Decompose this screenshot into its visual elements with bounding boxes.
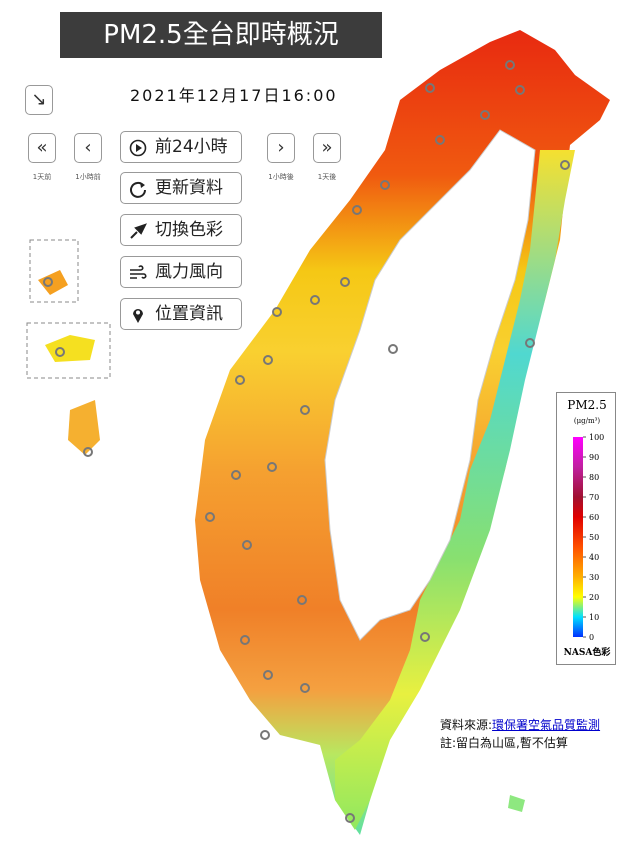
title: PM2.5全台即時概況 [60,12,382,58]
button-label: 切換色彩 [155,220,223,240]
green-island [508,795,525,812]
button[interactable]: 風力風向 [120,256,242,288]
legend-tick-label: 30 [589,573,599,582]
hour-back-button[interactable]: ‹ [74,133,102,163]
nav-label: 1天前 [32,173,52,181]
day-fwd-button[interactable]: » [313,133,341,163]
stations [43,60,570,823]
legend-tick-label: 20 [589,593,599,602]
legend: PM2.5 (μg/m³) NASA色彩 0 10 20 30 40 50 60 70 80 90… [556,392,616,665]
penghu [68,400,100,455]
legend-tick-label: 0 [589,633,594,642]
button[interactable]: 位置資訊 [120,298,242,330]
icon [129,139,147,157]
button[interactable]: 更新資料 [120,172,242,204]
nav-label: 1小時前 [75,173,101,181]
button-label: 更新資料 [155,178,223,198]
legend-title: PM2.5 [567,398,606,412]
icon [130,181,146,198]
legend-scale: PM2.5 (μg/m³) NASA色彩 0 10 20 30 40 50 60 70 80 90… [564,398,611,658]
icon [130,223,147,239]
timestamp: 2021年12月17日16:00 [130,86,338,105]
button-label: 前24小時 [155,137,228,157]
icon [133,309,143,323]
legend-tick-label: 90 [589,453,599,462]
legend-tick-label: 70 [589,493,599,502]
legend-unit: (μg/m³) [574,417,601,425]
nav-label: 1天後 [317,173,337,181]
legend-tick-label: 50 [589,533,599,542]
day-back-button[interactable]: « [28,133,56,163]
button-label: 風力風向 [155,262,223,282]
legend-tick-label: 80 [589,473,599,482]
button-label: 位置資訊 [155,304,223,324]
east-region [335,150,575,830]
source: 資料來源:環保署空氣品質監測 [440,716,600,733]
matsu [45,335,95,362]
legend-tick-label: 10 [589,613,599,622]
legend-tick-label: 100 [589,433,604,442]
mountain-area [324,129,536,641]
nav-label: 1小時後 [268,173,294,181]
icon [130,265,147,279]
hour-fwd-button[interactable]: › [267,133,295,163]
button[interactable]: 前24小時 [120,131,242,163]
kinmen-box [29,239,79,303]
source-link[interactable]: 環保署空氣品質監測 [492,718,601,732]
source-label: 資料來源: [440,718,493,732]
matsu-box [26,322,111,379]
collapse-button[interactable]: ↘ [25,85,53,115]
note: 註:留白為山區,暫不估算 [440,736,568,750]
kinmen [38,270,68,295]
legend-tick-label: 60 [589,513,599,522]
legend-palette: NASA色彩 [564,646,611,658]
legend-tick-label: 40 [589,553,599,562]
button[interactable]: 切換色彩 [120,214,242,246]
